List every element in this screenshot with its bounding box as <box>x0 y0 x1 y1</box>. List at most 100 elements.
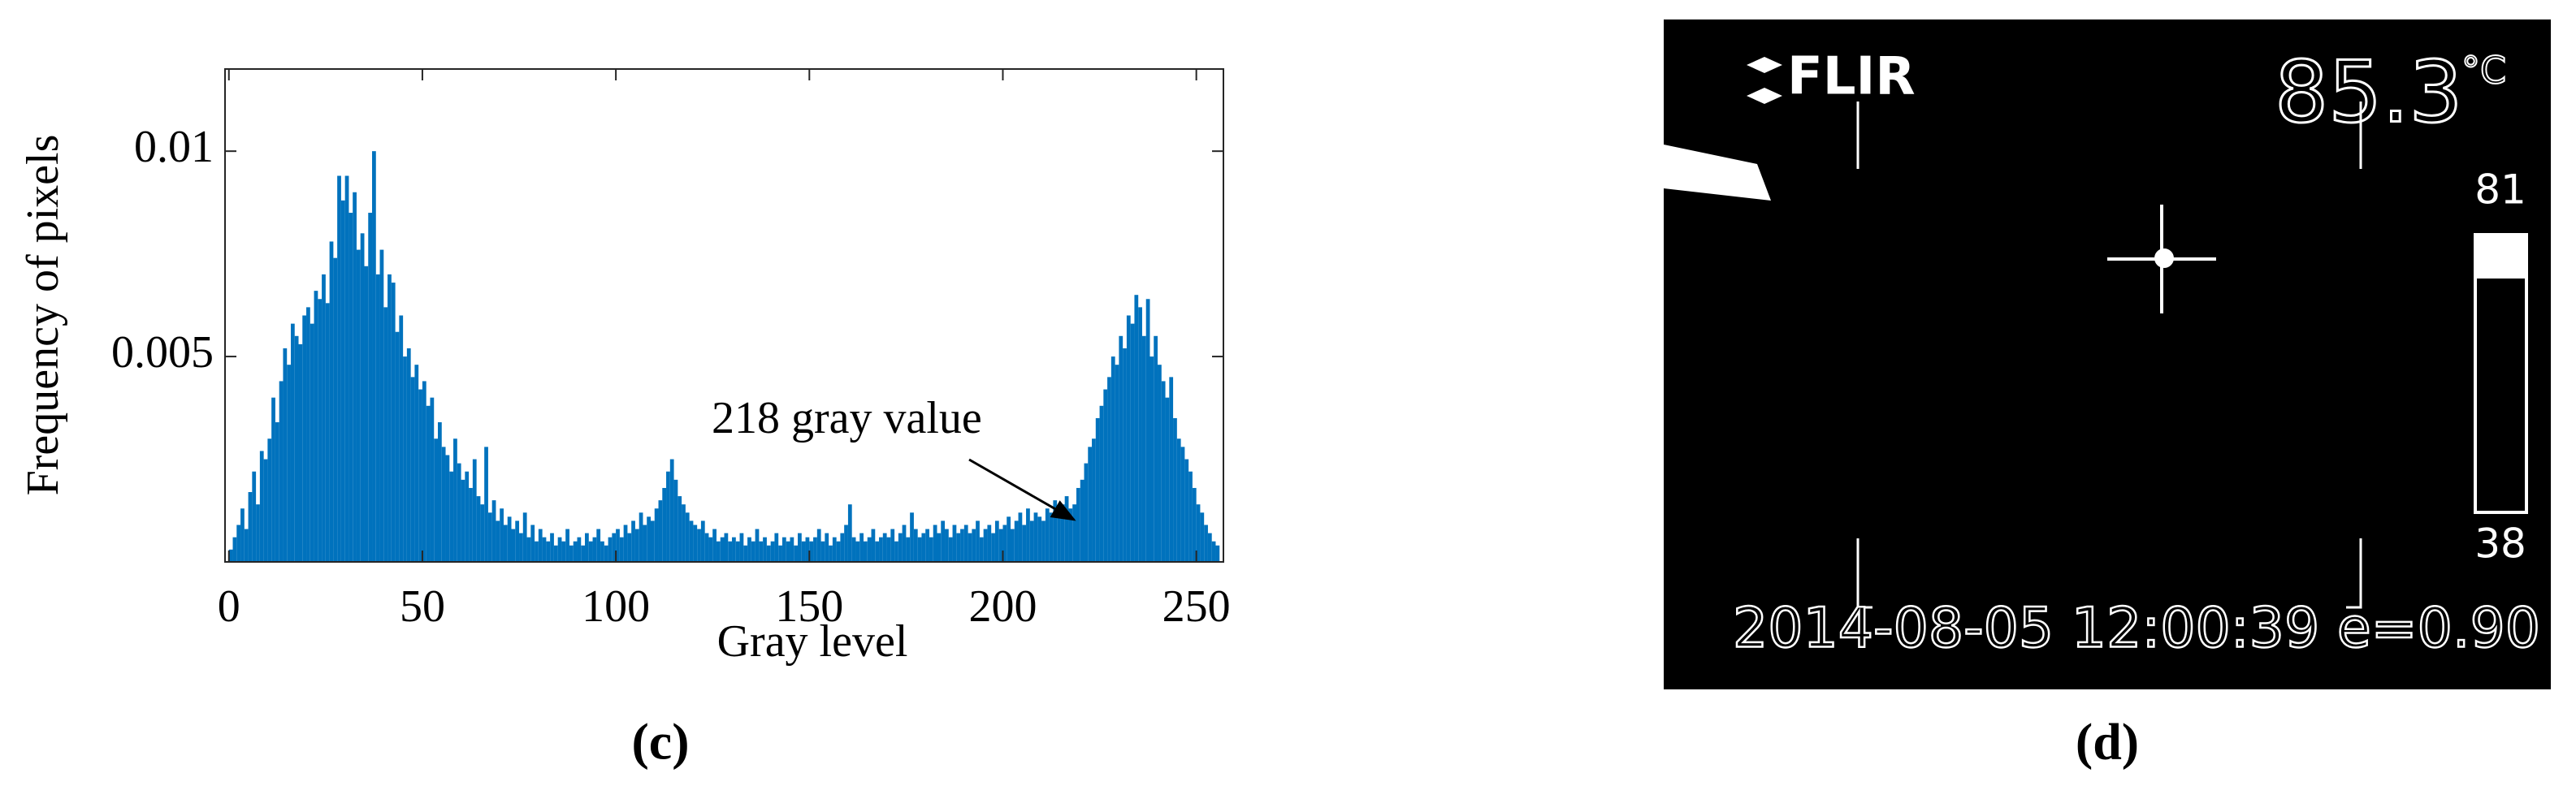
bar <box>647 516 651 562</box>
x-tick-label: 100 <box>582 581 650 632</box>
bar <box>1029 520 1034 562</box>
bar <box>573 541 578 562</box>
bar <box>1095 417 1100 562</box>
bar <box>1200 512 1205 562</box>
bar <box>933 525 937 562</box>
bar <box>360 233 365 562</box>
bar <box>430 397 435 562</box>
bar <box>1011 529 1015 562</box>
bar <box>1088 447 1093 562</box>
bar <box>410 377 415 562</box>
bar <box>825 533 829 562</box>
y-tick-label: 0.01 <box>134 122 214 172</box>
bar <box>500 508 504 562</box>
bar <box>1141 335 1146 562</box>
bar <box>538 529 543 562</box>
bar <box>325 303 330 562</box>
bar <box>859 533 864 562</box>
bar <box>1057 516 1061 562</box>
thermal-image: FLIR 85.3 °C 81 38 2014-08-05 12:00:39 e… <box>1664 19 2551 689</box>
bar <box>1026 508 1030 562</box>
bar <box>712 529 717 562</box>
bar <box>766 545 771 562</box>
bar <box>608 537 613 562</box>
bar <box>318 299 323 562</box>
x-tick-label: 150 <box>775 581 843 632</box>
bar <box>728 541 733 562</box>
scale-max: 81 <box>2474 166 2526 214</box>
bar <box>1161 381 1166 562</box>
bar <box>1196 504 1201 562</box>
bar <box>639 512 643 562</box>
bar <box>1076 487 1080 562</box>
bar <box>979 537 984 562</box>
bar <box>399 315 404 562</box>
bar <box>693 525 698 562</box>
bar <box>391 283 396 562</box>
x-tick-label: 250 <box>1162 581 1231 632</box>
bar <box>1064 496 1069 562</box>
bar <box>963 525 968 562</box>
bar <box>600 541 604 562</box>
bar <box>650 520 655 562</box>
bar <box>1084 463 1089 562</box>
bar <box>669 459 674 562</box>
bar <box>956 533 961 562</box>
bar <box>1134 295 1139 562</box>
bar <box>689 520 694 562</box>
bar <box>910 512 914 562</box>
bar <box>654 508 659 562</box>
bar <box>879 537 883 562</box>
bar <box>658 500 663 562</box>
bar <box>863 541 868 562</box>
bar <box>1158 365 1162 562</box>
x-tick-label: 50 <box>400 581 445 632</box>
bar <box>917 537 922 562</box>
bar <box>368 213 373 562</box>
bar <box>724 533 729 562</box>
bar <box>840 533 845 562</box>
bar <box>906 537 911 562</box>
bar <box>461 479 465 562</box>
bar <box>453 438 457 562</box>
bar <box>1107 377 1111 562</box>
bar <box>627 533 632 562</box>
bar <box>465 471 470 562</box>
bar <box>387 274 392 562</box>
bar <box>832 537 837 562</box>
bar <box>585 533 589 562</box>
bar <box>801 541 806 562</box>
y-axis-label: Frequency of pixels <box>18 135 68 496</box>
bar <box>1033 512 1038 562</box>
bar <box>484 447 488 562</box>
bar <box>1022 525 1027 562</box>
bar <box>522 512 527 562</box>
bar <box>275 422 279 562</box>
bar <box>310 323 314 562</box>
bar <box>898 533 903 562</box>
bar <box>1154 335 1158 562</box>
bar <box>739 533 744 562</box>
bar <box>364 266 369 562</box>
bar <box>1080 479 1085 562</box>
bar <box>546 541 551 562</box>
bar <box>441 447 446 562</box>
bar <box>929 537 933 562</box>
bar <box>1119 335 1123 562</box>
bar <box>1207 533 1212 562</box>
bar <box>480 504 485 562</box>
bar <box>457 463 461 562</box>
bar <box>1192 487 1197 562</box>
bar <box>298 343 303 562</box>
bar <box>732 537 736 562</box>
bar <box>1126 315 1131 562</box>
bar <box>604 545 608 562</box>
bar <box>519 533 523 562</box>
bar <box>816 529 821 562</box>
annotation: 218 gray value <box>712 393 982 443</box>
caption: (d) <box>2076 713 2139 771</box>
bar <box>1072 504 1076 562</box>
bar <box>248 492 253 562</box>
bar <box>244 529 249 562</box>
